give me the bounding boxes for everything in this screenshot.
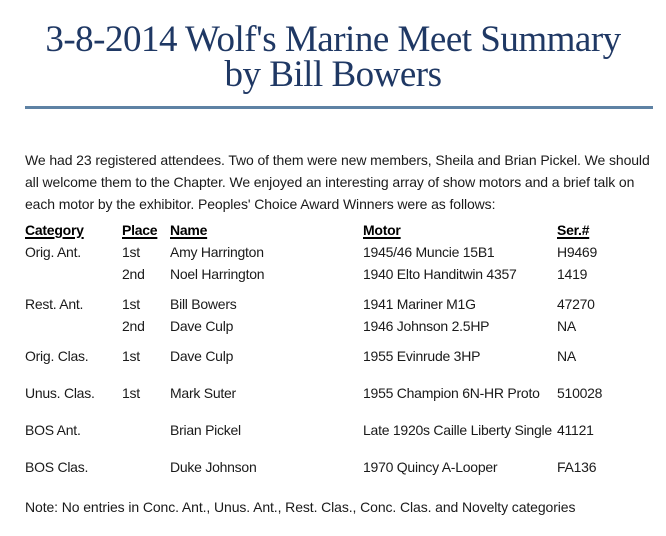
cell-place: 2nd: [122, 266, 145, 282]
award-group: Unus. Clas. 1st Mark Suter 1955 Champion 6N…: [25, 382, 666, 404]
cell-category: BOS Clas.: [25, 459, 89, 475]
intro-line: all welcome them to the Chapter. We enjo…: [25, 174, 635, 190]
cell-place: 1st: [122, 296, 140, 312]
title-line-1: 3-8-2014 Wolf's Marine Meet Summary: [45, 19, 621, 60]
intro-line: each motor by the exhibitor. Peoples' Ch…: [25, 196, 496, 212]
cell-motor: Late 1920s Caille Liberty Single: [363, 422, 552, 438]
table-row: Orig. Ant. 1st Amy Harrington 1945/46 Munci…: [25, 241, 666, 263]
cell-place: 1st: [122, 385, 140, 401]
cell-motor: 1955 Evinrude 3HP: [363, 348, 481, 364]
cell-category: Unus. Clas.: [25, 385, 95, 401]
header-motor: Motor: [363, 222, 401, 238]
award-group: BOS Clas. Duke Johnson 1970 Quincy A-Loope…: [25, 456, 666, 478]
cell-name: Amy Harrington: [170, 244, 264, 260]
header-place: Place: [122, 222, 158, 238]
table-row: BOS Ant. Brian Pickel Late 1920s Caille Li…: [25, 419, 666, 441]
award-group: Rest. Ant. 1st Bill Bowers 1941 Mariner M1G…: [25, 293, 666, 337]
cell-name: Dave Culp: [170, 348, 234, 364]
cell-serial: 41121: [557, 422, 594, 438]
cell-place: [122, 456, 170, 478]
awards-table: Category Place Name Motor Ser.# Orig. An…: [25, 219, 666, 478]
cell-name: Dave Culp: [170, 318, 234, 334]
table-row: 2nd Noel Harrington 1940 Elto Handitwin 43…: [25, 263, 666, 285]
cell-serial: NA: [557, 348, 576, 364]
cell-category: Rest. Ant.: [25, 296, 84, 312]
cell-motor: 1970 Quincy A-Looper: [363, 459, 498, 475]
cell-category: BOS Ant.: [25, 422, 81, 438]
header-name: Name: [170, 222, 208, 238]
cell-category: Orig. Ant.: [25, 244, 81, 260]
awards-table-body: Orig. Ant. 1st Amy Harrington 1945/46 Munci…: [25, 241, 666, 478]
intro-line: We had 23 registered attendees. Two of t…: [25, 152, 650, 168]
cell-name: Mark Suter: [170, 385, 236, 401]
table-row: Orig. Clas. 1st Dave Culp 1955 Evinrude 3HP…: [25, 345, 666, 367]
cell-name: Bill Bowers: [170, 296, 237, 312]
cell-serial: H9469: [557, 244, 598, 260]
award-group: Orig. Ant. 1st Amy Harrington 1945/46 Munci…: [25, 241, 666, 285]
table-row: Unus. Clas. 1st Mark Suter 1955 Champion 6N…: [25, 382, 666, 404]
cell-serial: 1419: [557, 266, 588, 282]
table-row: Rest. Ant. 1st Bill Bowers 1941 Mariner M1G…: [25, 293, 666, 315]
title-line-2: by Bill Bowers: [224, 54, 442, 95]
award-group: BOS Ant. Brian Pickel Late 1920s Caille Li…: [25, 419, 666, 441]
cell-place: 1st: [122, 244, 140, 260]
cell-motor: 1941 Mariner M1G: [363, 296, 476, 312]
cell-serial: FA136: [557, 459, 597, 475]
note-text: Note: No entries in Conc. Ant., Unus. An…: [25, 499, 576, 515]
header-serial: Ser.#: [557, 222, 590, 238]
cell-serial: NA: [557, 318, 576, 334]
intro-paragraph: We had 23 registered attendees. Two of t…: [25, 149, 666, 215]
award-group: Orig. Clas. 1st Dave Culp 1955 Evinrude 3HP…: [25, 345, 666, 367]
table-row: 2nd Dave Culp 1946 Johnson 2.5HP NA: [25, 315, 666, 337]
document-title: 3-8-2014 Wolf's Marine Meet Summary by B…: [18, 19, 648, 95]
header-category: Category: [25, 222, 84, 238]
cell-place: 1st: [122, 348, 140, 364]
title-rule: [25, 106, 653, 109]
cell-place: 2nd: [122, 318, 145, 334]
cell-category: [25, 315, 122, 337]
cell-category: [25, 263, 122, 285]
cell-name: Brian Pickel: [170, 422, 241, 438]
table-header-row: Category Place Name Motor Ser.#: [25, 219, 666, 241]
cell-serial: 510028: [557, 385, 603, 401]
cell-motor: 1946 Johnson 2.5HP: [363, 318, 490, 334]
cell-motor: 1955 Champion 6N-HR Proto: [363, 385, 540, 401]
cell-category: Orig. Clas.: [25, 348, 89, 364]
table-row: BOS Clas. Duke Johnson 1970 Quincy A-Loope…: [25, 456, 666, 478]
cell-motor: 1940 Elto Handitwin 4357: [363, 266, 517, 282]
cell-serial: 47270: [557, 296, 595, 312]
cell-name: Noel Harrington: [170, 266, 265, 282]
cell-motor: 1945/46 Muncie 15B1: [363, 244, 495, 260]
cell-place: [122, 419, 170, 441]
cell-name: Duke Johnson: [170, 459, 257, 475]
